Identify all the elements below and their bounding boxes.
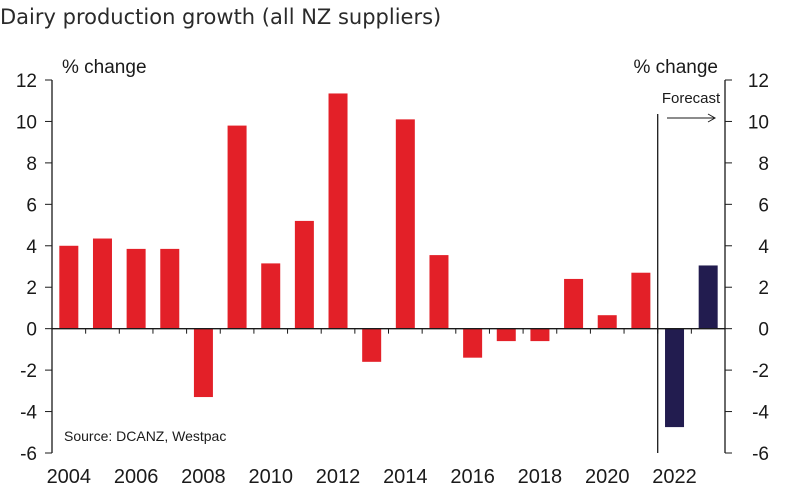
bar-2007 (160, 248, 180, 329)
bar-2008 (193, 328, 213, 398)
x-tick-label: 2004 (47, 466, 92, 488)
bar-2021 (631, 272, 651, 329)
x-axis: 2004 2006 2008 2010 2012 2014 2016 2018 2020 2022 (47, 328, 725, 488)
bar-2011 (294, 220, 314, 329)
y-tick-label-left: 10 (16, 112, 37, 133)
y-tick-label-left: -4 (20, 403, 37, 424)
y-tick-label-right: 12 (748, 71, 769, 92)
y-axis-label-right: % change (633, 57, 718, 78)
x-tick-label: 2016 (450, 466, 495, 488)
y-tick-label-left: 8 (26, 154, 37, 175)
y-tick-label-right: 2 (758, 278, 769, 299)
bar-2016 (463, 328, 483, 358)
bar-2022 (665, 328, 685, 428)
y-axis-left: 12 10 8 6 4 2 0 -2 -4 -6 (16, 71, 53, 465)
bar-2019 (564, 278, 584, 329)
bar-2012 (328, 93, 348, 329)
source-note: Source: DCANZ, Westpac (64, 428, 226, 444)
bars (59, 93, 718, 428)
y-tick-label-right: 8 (758, 154, 769, 175)
x-tick-label: 2010 (248, 466, 293, 488)
x-tick-label: 2022 (652, 466, 697, 488)
y-axis-right: 12 10 8 6 4 2 0 -2 -4 -6 (724, 71, 769, 465)
y-tick-label-left: -6 (20, 444, 37, 465)
bar-2009 (227, 125, 247, 329)
y-tick-label-left: -2 (20, 361, 37, 382)
y-tick-label-left: 4 (26, 237, 37, 258)
bar-2005 (92, 238, 112, 329)
bar-2010 (261, 263, 281, 329)
x-tick-label: 2012 (316, 466, 361, 488)
y-tick-label-left: 6 (26, 195, 37, 216)
x-tick-label: 2018 (518, 466, 563, 488)
bar-2014 (395, 119, 415, 329)
y-tick-label-right: 0 (758, 320, 769, 341)
x-tick-label: 2006 (114, 466, 159, 488)
x-tick-label: 2020 (585, 466, 630, 488)
y-tick-label-right: 4 (758, 237, 769, 258)
forecast-label: Forecast (662, 90, 721, 107)
y-tick-label-right: 6 (758, 195, 769, 216)
bar-2013 (362, 328, 382, 362)
chart-title: Dairy production growth (all NZ supplier… (0, 5, 441, 29)
y-tick-label-right: 10 (748, 112, 769, 133)
y-tick-label-left: 12 (16, 71, 37, 92)
bar-2004 (59, 245, 79, 329)
bar-2015 (429, 255, 449, 329)
y-axis-label-left: % change (62, 57, 147, 78)
y-tick-label-left: 0 (26, 320, 37, 341)
y-tick-label-right: -2 (752, 361, 769, 382)
bar-2017 (496, 328, 516, 342)
y-tick-label-right: -6 (752, 444, 769, 465)
y-tick-label-left: 2 (26, 278, 37, 299)
x-tick-label: 2008 (181, 466, 226, 488)
bar-2006 (126, 248, 146, 329)
y-tick-label-right: -4 (752, 403, 769, 424)
bar-2018 (530, 328, 550, 342)
bar-2020 (597, 315, 617, 329)
forecast-arrow-icon (667, 113, 717, 123)
bar-2023 (698, 265, 718, 329)
x-tick-label: 2014 (383, 466, 428, 488)
